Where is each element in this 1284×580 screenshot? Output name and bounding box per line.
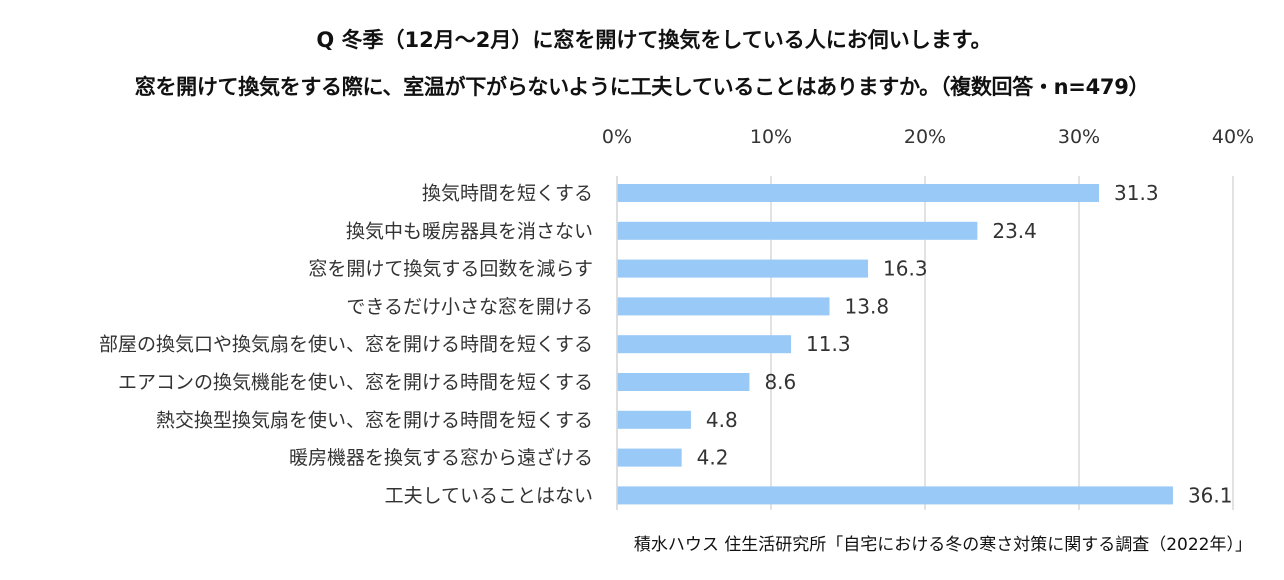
bar	[617, 259, 869, 278]
bar	[617, 448, 682, 467]
category-label: 暖房機器を換気する窓から遠ざける	[289, 446, 593, 469]
bar	[617, 297, 830, 316]
category-label: 部屋の換気口や換気扇を使い、窓を開ける時間を短くする	[99, 334, 593, 356]
x-tick-label: 30%	[1058, 126, 1100, 148]
category-label: 工夫していることはない	[385, 485, 593, 507]
bar	[617, 486, 1173, 505]
value-label: 11.3	[806, 332, 851, 356]
bar	[617, 221, 978, 240]
bar	[617, 184, 1100, 202]
category-label: できるだけ小さな窓を開ける	[346, 296, 593, 318]
bar	[617, 410, 691, 429]
value-label: 13.8	[845, 294, 890, 318]
category-label: エアコンの換気機能を使い、窓を開ける時間を短くする	[118, 372, 593, 394]
category-label: 熱交換型換気扇を使い、窓を開ける時間を短くする	[156, 409, 593, 431]
chart-title-line-2: 窓を開けて換気をする際に、室温が下がらないように工夫していることはありますか。（…	[134, 75, 1150, 99]
category-label: 窓を開けて換気する回数を減らす	[308, 258, 593, 280]
x-tick-label: 20%	[904, 126, 946, 148]
value-label: 16.3	[883, 257, 928, 281]
source-note: 積水ハウス 住生活研究所「自宅における冬の寒さ対策に関する調査（2022年）」	[633, 535, 1252, 555]
chart-title-line-1: Q 冬季（12月～2月）に窓を開けて換気をしている人にお伺いします。	[316, 28, 992, 52]
x-tick-label: 10%	[750, 126, 792, 148]
value-label: 31.3	[1114, 181, 1159, 205]
bar	[617, 373, 750, 391]
x-tick-label: 0%	[602, 126, 632, 148]
value-label: 36.1	[1188, 483, 1233, 507]
bar	[617, 335, 792, 354]
value-label: 4.8	[706, 408, 738, 432]
value-label: 4.2	[697, 446, 729, 470]
x-tick-label: 40%	[1212, 126, 1254, 148]
category-label: 換気時間を短くする	[422, 183, 593, 205]
category-label: 換気中も暖房器具を消さない	[346, 220, 593, 242]
value-label: 23.4	[992, 219, 1037, 243]
value-label: 8.6	[764, 370, 796, 394]
